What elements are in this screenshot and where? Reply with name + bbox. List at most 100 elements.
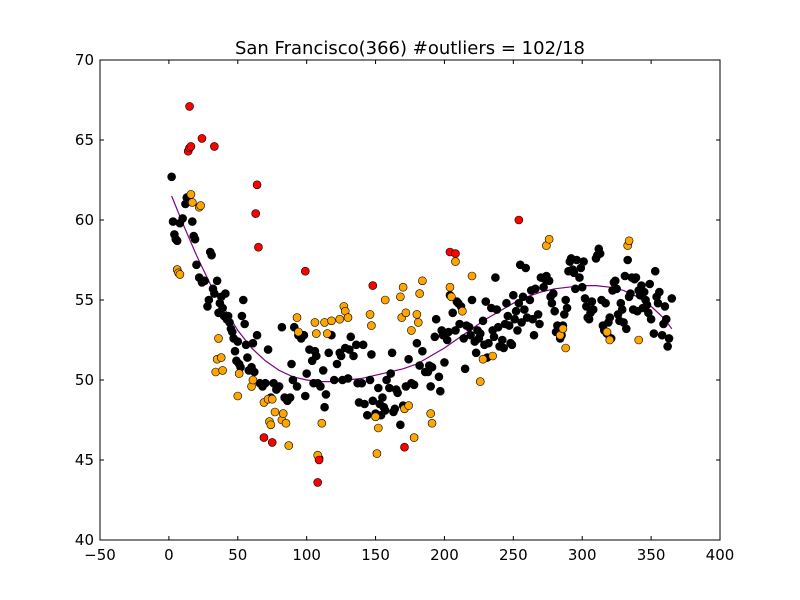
data-point (481, 297, 491, 306)
data-point (190, 234, 200, 244)
data-point (561, 295, 570, 305)
data-point (312, 329, 321, 338)
data-point (259, 433, 269, 442)
data-point (612, 284, 621, 294)
data-point (649, 329, 659, 338)
data-point (426, 382, 435, 391)
data-point (605, 335, 615, 345)
y-tick-label: 65 (75, 131, 94, 149)
data-point (588, 305, 598, 314)
data-point (292, 382, 302, 391)
y-tick-label: 55 (75, 291, 94, 309)
data-point (657, 330, 667, 340)
data-point (368, 281, 378, 290)
data-point (248, 338, 258, 348)
data-point (252, 180, 262, 190)
data-point (533, 310, 543, 319)
data-point (254, 242, 263, 252)
data-point (440, 358, 449, 367)
data-point (460, 364, 470, 374)
data-point (642, 300, 652, 310)
data-point (475, 329, 485, 338)
data-point (407, 326, 416, 335)
data-point (230, 346, 240, 356)
data-point (188, 217, 197, 226)
data-point (327, 316, 336, 326)
data-point (582, 302, 591, 311)
x-tick-label: −50 (84, 546, 116, 564)
data-point (622, 324, 631, 334)
data-point (478, 316, 488, 326)
data-point (248, 375, 258, 385)
data-point (650, 266, 660, 276)
data-point (367, 350, 376, 359)
data-point (499, 343, 508, 353)
data-point (300, 391, 310, 401)
series-1 (172, 190, 644, 460)
data-point (544, 234, 554, 244)
axis-ticks: −50 0 50 100 150 200 250 300 350 400 40 45 50 55 60 65 7… (75, 51, 734, 564)
data-point (400, 442, 409, 452)
data-point (336, 351, 346, 361)
data-point (274, 382, 284, 391)
data-point (200, 276, 210, 286)
data-point (197, 134, 207, 143)
data-point (467, 271, 477, 281)
data-point (346, 332, 356, 342)
data-point (318, 366, 328, 375)
data-point (204, 295, 214, 305)
data-point (539, 282, 548, 292)
data-point (502, 298, 511, 308)
data-point (387, 348, 397, 358)
data-point (664, 334, 674, 343)
data-point (312, 351, 321, 361)
data-point (281, 418, 291, 428)
data-point (393, 388, 402, 398)
data-point (548, 289, 558, 298)
data-point (514, 215, 524, 225)
data-point (324, 348, 334, 358)
data-point (587, 297, 597, 306)
data-point (493, 322, 503, 332)
data-point (484, 338, 493, 348)
data-point (617, 305, 627, 314)
data-point (445, 282, 455, 292)
data-point (504, 321, 514, 330)
data-point (535, 319, 544, 329)
data-point (372, 449, 382, 458)
data-point (601, 298, 610, 308)
data-point (436, 386, 445, 396)
data-point (511, 306, 521, 316)
x-tick-label: 250 (499, 546, 528, 564)
data-point (267, 438, 277, 447)
data-point (401, 308, 411, 318)
data-point (660, 302, 670, 311)
data-point (320, 402, 329, 412)
data-point (212, 276, 222, 286)
data-point (558, 324, 568, 334)
data-point (317, 418, 327, 428)
data-point (661, 314, 671, 324)
y-tick-label: 60 (75, 211, 94, 229)
data-point (210, 289, 219, 298)
data-point (561, 343, 570, 353)
x-tick-label: 0 (164, 546, 174, 564)
x-tick-label: 100 (292, 546, 321, 564)
data-point (517, 318, 526, 327)
data-point (503, 311, 513, 321)
data-point (378, 393, 387, 402)
data-point (360, 399, 369, 409)
data-point (409, 433, 419, 442)
data-point (569, 268, 579, 278)
data-point (418, 276, 427, 286)
data-point (234, 369, 244, 378)
data-point (192, 260, 201, 270)
x-tick-label: 200 (430, 546, 459, 564)
data-point (488, 351, 497, 361)
data-point (362, 410, 372, 420)
y-tick-label: 50 (75, 371, 94, 389)
data-point (251, 209, 260, 218)
data-point (185, 102, 194, 111)
data-point (577, 282, 587, 292)
data-point (214, 334, 223, 343)
